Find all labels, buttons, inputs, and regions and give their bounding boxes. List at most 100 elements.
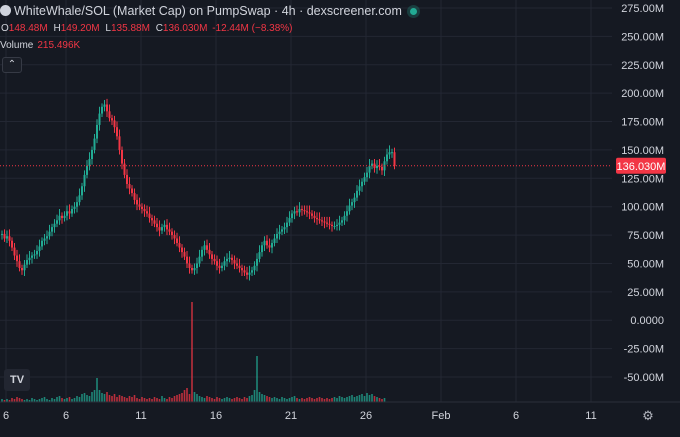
candle-body[interactable] [121, 149, 123, 164]
candle-body[interactable] [171, 231, 173, 236]
candle-body[interactable] [263, 240, 266, 246]
candle-body[interactable] [288, 218, 291, 223]
candle-body[interactable] [91, 149, 93, 160]
candle-body[interactable] [38, 246, 41, 251]
candle-body[interactable] [8, 236, 11, 241]
candle-body[interactable] [88, 159, 91, 166]
candle-body[interactable] [343, 215, 346, 221]
candle-body[interactable] [206, 245, 208, 250]
candle-body[interactable] [368, 165, 371, 173]
candle-body[interactable] [353, 197, 356, 203]
candle-body[interactable] [81, 186, 83, 196]
candle-body[interactable] [86, 165, 88, 175]
candle-body[interactable] [386, 154, 388, 162]
tradingview-logo[interactable]: TV [4, 369, 30, 391]
candle-body[interactable] [76, 202, 78, 207]
candle-body[interactable] [71, 208, 73, 214]
candle-body[interactable] [326, 222, 328, 224]
candle-body[interactable] [313, 215, 316, 219]
candle-body[interactable] [116, 127, 118, 137]
candle-body[interactable] [41, 240, 43, 247]
candle-body[interactable] [178, 243, 181, 248]
candle-body[interactable] [181, 247, 183, 253]
candle-body[interactable] [363, 177, 366, 182]
candle-body[interactable] [61, 215, 63, 219]
candle-body[interactable] [391, 152, 393, 154]
candle-body[interactable] [293, 211, 296, 214]
candle-body[interactable] [143, 208, 146, 212]
candle-body[interactable] [341, 220, 343, 223]
candle-body[interactable] [53, 223, 56, 228]
candle-body[interactable] [141, 206, 143, 209]
candle-body[interactable] [96, 124, 98, 139]
candle-body[interactable] [176, 238, 178, 244]
candle-body[interactable] [78, 195, 81, 203]
candle-body[interactable] [306, 211, 308, 213]
candle-body[interactable] [46, 236, 48, 239]
candle-body[interactable] [123, 163, 126, 175]
collapse-legend-button[interactable]: ⌃ [2, 57, 22, 73]
candle-body[interactable] [373, 163, 376, 169]
candle-body[interactable] [193, 268, 196, 271]
candle-body[interactable] [236, 263, 238, 266]
candle-body[interactable] [218, 265, 221, 269]
candle-body[interactable] [351, 202, 353, 206]
candle-body[interactable] [196, 263, 198, 269]
candle-body[interactable] [128, 183, 131, 189]
candle-body[interactable] [361, 181, 363, 187]
candle-body[interactable] [186, 256, 188, 264]
candle-body[interactable] [16, 255, 18, 262]
candle-body[interactable] [283, 227, 286, 230]
candle-body[interactable] [311, 213, 313, 216]
candle-body[interactable] [156, 223, 158, 228]
candle-body[interactable] [223, 261, 226, 266]
candle-body[interactable] [376, 165, 378, 169]
candle-body[interactable] [21, 268, 23, 271]
candle-body[interactable] [126, 174, 128, 184]
candle-body[interactable] [356, 190, 358, 198]
candle-body[interactable] [101, 106, 103, 114]
candle-body[interactable] [336, 224, 338, 226]
candle-body[interactable] [321, 220, 323, 222]
candle-body[interactable] [118, 136, 121, 150]
candle-body[interactable] [286, 222, 288, 228]
candle-body[interactable] [131, 188, 133, 194]
candle-body[interactable] [238, 265, 241, 269]
candle-body[interactable] [268, 245, 271, 248]
candle-body[interactable] [173, 235, 176, 239]
candle-body[interactable] [278, 231, 281, 234]
candle-body[interactable] [388, 152, 391, 155]
candle-body[interactable] [201, 249, 203, 257]
candle-body[interactable] [346, 211, 348, 216]
candle-body[interactable] [163, 224, 166, 228]
candle-body[interactable] [271, 243, 273, 248]
candle-body[interactable] [203, 245, 206, 250]
candle-body[interactable] [333, 225, 336, 227]
candle-body[interactable] [243, 270, 246, 273]
candle-body[interactable] [256, 258, 258, 266]
candle-body[interactable] [291, 213, 293, 219]
candle-body[interactable] [136, 199, 138, 205]
candle-body[interactable] [211, 254, 213, 259]
candle-body[interactable] [83, 174, 86, 187]
candle-body[interactable] [371, 163, 373, 166]
candle-body[interactable] [318, 219, 321, 221]
candle-body[interactable] [228, 257, 231, 259]
candle-body[interactable] [261, 245, 263, 253]
candle-body[interactable] [251, 270, 253, 273]
candle-body[interactable] [151, 218, 153, 221]
candle-body[interactable] [378, 165, 381, 167]
candle-body[interactable] [68, 211, 71, 214]
candle-body[interactable] [338, 222, 341, 225]
candle-body[interactable] [258, 252, 261, 259]
candle-body[interactable] [153, 220, 156, 224]
candle-body[interactable] [168, 229, 171, 232]
candle-body[interactable] [216, 261, 218, 266]
candle-body[interactable] [148, 213, 151, 219]
candle-body[interactable] [241, 268, 243, 271]
candle-body[interactable] [58, 215, 61, 221]
candle-body[interactable] [183, 252, 186, 257]
candle-body[interactable] [253, 265, 256, 271]
candle-body[interactable] [166, 224, 168, 230]
